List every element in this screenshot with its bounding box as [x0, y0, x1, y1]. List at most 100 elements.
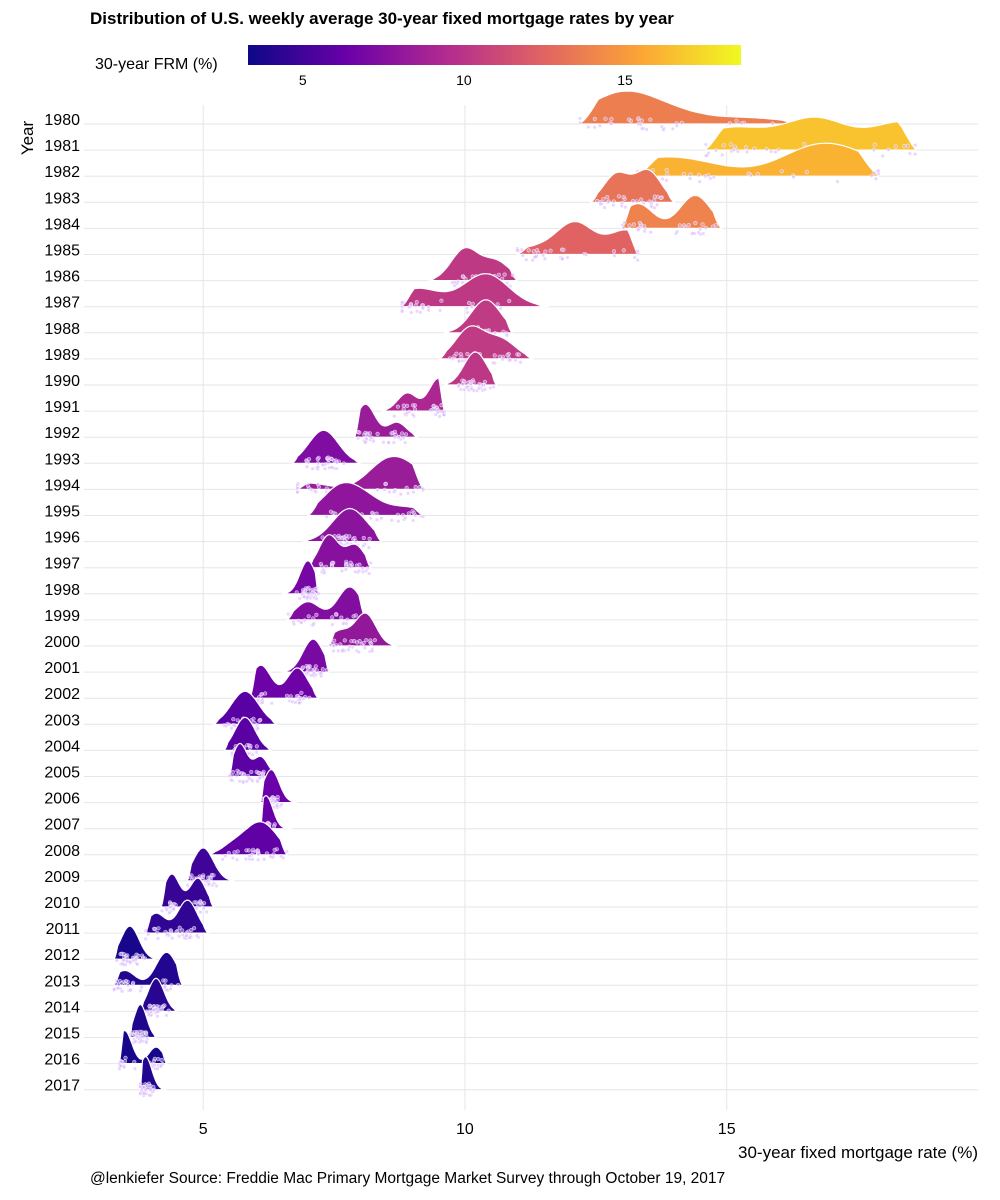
rate-point	[361, 543, 366, 549]
rate-point	[251, 847, 256, 853]
rate-point	[439, 298, 444, 303]
ridge-1997	[307, 534, 373, 576]
rate-point	[592, 125, 597, 130]
rate-point	[401, 403, 406, 408]
rate-point	[134, 952, 139, 957]
rate-point	[638, 122, 643, 127]
rate-point	[296, 618, 301, 623]
x-axis-title: 30-year fixed mortgage rate (%)	[738, 1143, 978, 1162]
year-tick-label: 2007	[44, 817, 80, 834]
ridge-density	[186, 847, 235, 882]
rate-point	[254, 744, 259, 749]
rate-point	[381, 440, 386, 445]
rate-point	[294, 590, 299, 595]
rate-point	[121, 951, 126, 957]
rate-point	[409, 310, 414, 315]
rate-point	[804, 169, 810, 174]
year-tick-label: 1997	[44, 556, 80, 573]
rate-point	[370, 510, 375, 516]
rate-point	[311, 616, 316, 621]
rate-point	[504, 333, 510, 338]
year-tick-label: 1993	[44, 451, 80, 468]
ridge-1996	[302, 507, 382, 550]
rate-point	[169, 983, 174, 988]
rate-point	[144, 1040, 149, 1045]
rate-point	[152, 1062, 157, 1068]
rate-point	[166, 1008, 171, 1013]
rate-point	[612, 253, 617, 258]
rate-point	[256, 770, 261, 776]
rate-point	[513, 358, 518, 363]
rate-point	[389, 518, 394, 523]
rate-point	[752, 146, 757, 151]
rate-point	[406, 491, 411, 496]
rate-point	[360, 566, 365, 571]
rate-point	[349, 639, 354, 644]
rate-point	[611, 203, 616, 208]
rate-point	[152, 926, 157, 932]
rate-point	[250, 752, 255, 757]
year-tick-label: 2011	[46, 921, 81, 938]
rate-point	[713, 148, 719, 153]
rate-point	[392, 435, 398, 440]
rate-point	[164, 907, 169, 912]
rate-point	[471, 388, 476, 393]
year-tick-label: 2000	[44, 634, 80, 651]
rate-point	[147, 1093, 152, 1098]
rate-point	[728, 142, 733, 147]
ridge-1980	[577, 90, 803, 132]
rate-point	[299, 620, 304, 625]
rate-point	[403, 432, 409, 437]
rate-point	[300, 665, 305, 670]
rate-point	[631, 222, 637, 227]
rate-point	[411, 490, 416, 495]
rate-point	[119, 989, 125, 994]
rate-point	[413, 513, 418, 518]
ridge-density	[705, 116, 916, 151]
rate-point	[392, 414, 397, 419]
rate-point	[465, 310, 470, 315]
rate-point	[913, 152, 918, 157]
rate-point	[324, 486, 329, 491]
ridge-density	[228, 742, 278, 778]
rate-point	[170, 936, 175, 941]
rate-point	[560, 257, 565, 262]
rate-point	[873, 176, 879, 181]
rate-point	[605, 195, 610, 200]
rate-point	[456, 384, 461, 389]
rate-point	[284, 849, 290, 854]
rate-point	[352, 535, 357, 541]
rate-point	[634, 199, 639, 204]
rate-point	[143, 928, 148, 933]
rate-point	[274, 803, 279, 808]
ridge-1990	[443, 351, 497, 393]
rate-point	[880, 153, 885, 159]
rate-point	[500, 357, 505, 362]
ridge-density	[207, 821, 288, 856]
rate-point	[516, 352, 522, 357]
rate-point	[392, 489, 397, 494]
rate-point	[674, 123, 679, 128]
rate-point	[331, 643, 336, 648]
rate-point	[279, 854, 284, 859]
rate-point	[439, 403, 444, 408]
year-tick-label: 2017	[44, 1078, 80, 1095]
ridge-2012	[113, 925, 157, 967]
rate-point	[413, 303, 418, 308]
rate-point	[355, 640, 360, 645]
rate-point	[255, 779, 260, 784]
rate-point	[184, 933, 189, 938]
rate-point	[876, 171, 881, 176]
year-tick-label: 1983	[44, 190, 80, 207]
rate-point	[322, 466, 328, 471]
rate-point	[313, 664, 318, 669]
rate-point	[331, 648, 336, 654]
year-tick-label: 2002	[44, 686, 80, 703]
rate-point	[155, 936, 161, 941]
year-tick-label: 2004	[44, 738, 80, 755]
ridge-density	[286, 586, 367, 621]
rate-point	[755, 172, 760, 177]
x-tick-label: 15	[718, 1121, 736, 1138]
rate-point	[619, 201, 625, 206]
